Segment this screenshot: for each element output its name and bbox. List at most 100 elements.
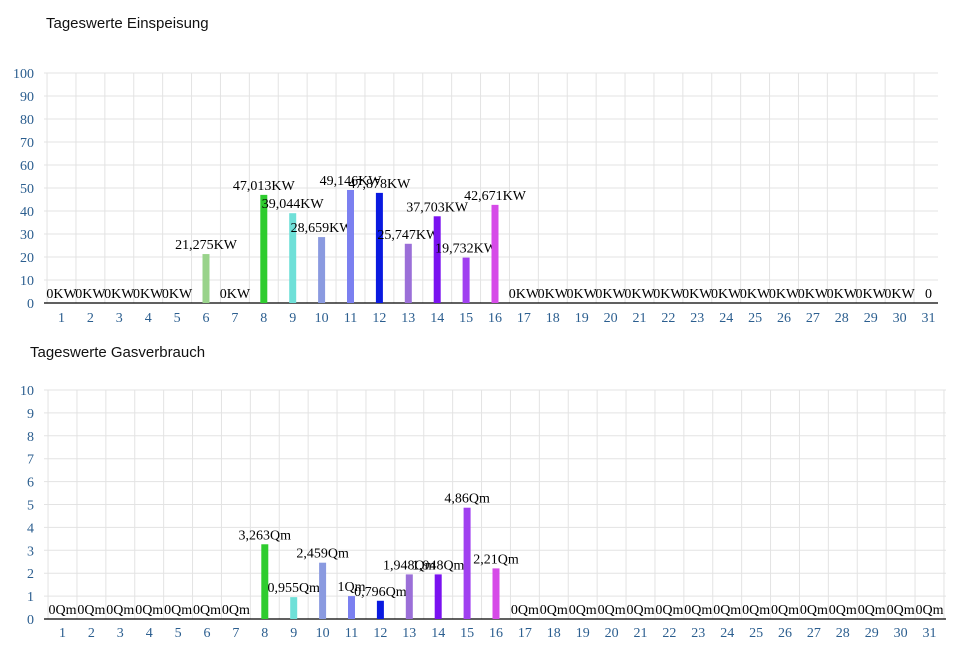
einspeisung-data-label: 25,747KW bbox=[377, 228, 440, 243]
gasverbrauch-y-tick-label: 3 bbox=[27, 544, 34, 559]
gasverbrauch-y-tick-label: 9 bbox=[27, 407, 34, 422]
einspeisung-data-label: 39,044KW bbox=[262, 197, 325, 212]
gasverbrauch-bar-day-12[interactable] bbox=[376, 600, 384, 619]
gasverbrauch-data-label: 0Qm bbox=[511, 603, 539, 618]
einspeisung-y-tick-label: 90 bbox=[20, 90, 34, 105]
einspeisung-data-label: 0KW bbox=[133, 287, 164, 302]
gasverbrauch-x-tick-label: 18 bbox=[547, 626, 561, 641]
einspeisung-x-tick-label: 22 bbox=[661, 311, 675, 326]
einspeisung-data-label: 0KW bbox=[740, 287, 771, 302]
einspeisung-x-tick-label: 17 bbox=[517, 311, 531, 326]
einspeisung-bar-day-12[interactable] bbox=[375, 192, 383, 303]
einspeisung-bar-day-10[interactable] bbox=[318, 237, 326, 303]
gasverbrauch-data-label: 0,796Qm bbox=[354, 585, 407, 600]
einspeisung-bar-day-8[interactable] bbox=[260, 194, 268, 303]
gasverbrauch-data-label: 0Qm bbox=[713, 603, 741, 618]
gasverbrauch-data-label: 0Qm bbox=[684, 603, 712, 618]
chart-einspeisung: 01020304050607080901000KW10KW20KW30KW40K… bbox=[13, 67, 938, 326]
einspeisung-data-label: 0KW bbox=[595, 287, 626, 302]
gasverbrauch-data-label: 0Qm bbox=[655, 603, 683, 618]
einspeisung-bar-day-6[interactable] bbox=[202, 254, 210, 303]
gasverbrauch-data-label: 0Qm bbox=[887, 603, 915, 618]
gasverbrauch-bar-day-14[interactable] bbox=[434, 574, 442, 619]
einspeisung-y-tick-label: 0 bbox=[27, 297, 34, 312]
gasverbrauch-data-label: 0Qm bbox=[193, 603, 221, 618]
einspeisung-bar-day-15[interactable] bbox=[462, 257, 470, 303]
einspeisung-x-tick-label: 26 bbox=[777, 311, 791, 326]
einspeisung-bar-day-14[interactable] bbox=[433, 216, 441, 303]
einspeisung-data-label: 0KW bbox=[682, 287, 713, 302]
gasverbrauch-x-tick-label: 6 bbox=[204, 626, 211, 641]
einspeisung-x-tick-label: 3 bbox=[116, 311, 123, 326]
gasverbrauch-x-tick-label: 26 bbox=[778, 626, 792, 641]
einspeisung-y-tick-label: 80 bbox=[20, 113, 34, 128]
einspeisung-x-tick-label: 29 bbox=[864, 311, 878, 326]
einspeisung-x-tick-label: 19 bbox=[575, 311, 589, 326]
gasverbrauch-bar-day-16[interactable] bbox=[492, 568, 500, 619]
einspeisung-y-tick-label: 60 bbox=[20, 159, 34, 174]
gasverbrauch-y-tick-label: 7 bbox=[27, 453, 34, 468]
gasverbrauch-x-tick-label: 4 bbox=[146, 626, 153, 641]
einspeisung-x-tick-label: 25 bbox=[748, 311, 762, 326]
gasverbrauch-y-tick-label: 1 bbox=[27, 590, 34, 605]
einspeisung-y-tick-label: 70 bbox=[20, 136, 34, 151]
gasverbrauch-bar-day-8[interactable] bbox=[261, 544, 269, 619]
gasverbrauch-x-tick-label: 28 bbox=[836, 626, 850, 641]
gasverbrauch-x-tick-label: 11 bbox=[345, 626, 358, 641]
gasverbrauch-bar-day-10[interactable] bbox=[319, 562, 327, 619]
gasverbrauch-x-tick-label: 15 bbox=[460, 626, 474, 641]
gasverbrauch-x-tick-label: 31 bbox=[923, 626, 937, 641]
gasverbrauch-data-label: 0Qm bbox=[77, 603, 105, 618]
gasverbrauch-data-label: 0Qm bbox=[222, 603, 250, 618]
gasverbrauch-x-tick-label: 27 bbox=[807, 626, 821, 641]
einspeisung-x-tick-label: 23 bbox=[690, 311, 704, 326]
einspeisung-x-tick-label: 2 bbox=[87, 311, 94, 326]
einspeisung-bar-day-9[interactable] bbox=[289, 213, 297, 303]
einspeisung-data-label: 0KW bbox=[827, 287, 858, 302]
gasverbrauch-bar-day-11[interactable] bbox=[348, 596, 355, 619]
einspeisung-data-label: 37,703KW bbox=[406, 200, 469, 215]
einspeisung-x-tick-label: 12 bbox=[372, 311, 386, 326]
gasverbrauch-x-tick-label: 20 bbox=[605, 626, 619, 641]
einspeisung-data-label: 0KW bbox=[856, 287, 887, 302]
einspeisung-data-label: 0KW bbox=[653, 287, 684, 302]
gasverbrauch-x-tick-label: 30 bbox=[894, 626, 908, 641]
einspeisung-x-tick-label: 28 bbox=[835, 311, 849, 326]
gasverbrauch-bar-day-15[interactable] bbox=[463, 507, 471, 619]
gasverbrauch-y-tick-label: 4 bbox=[27, 521, 34, 536]
gasverbrauch-x-tick-label: 25 bbox=[749, 626, 763, 641]
gasverbrauch-bar-day-9[interactable] bbox=[290, 597, 298, 619]
einspeisung-bar-day-13[interactable] bbox=[404, 243, 412, 303]
einspeisung-data-label: 19,732KW bbox=[435, 242, 498, 257]
einspeisung-x-tick-label: 1 bbox=[58, 311, 65, 326]
einspeisung-x-tick-label: 15 bbox=[459, 311, 473, 326]
gasverbrauch-data-label: 4,86Qm bbox=[444, 492, 490, 507]
gasverbrauch-x-tick-label: 21 bbox=[634, 626, 648, 641]
einspeisung-x-tick-label: 21 bbox=[633, 311, 647, 326]
einspeisung-data-label: 0KW bbox=[538, 287, 569, 302]
gasverbrauch-data-label: 0Qm bbox=[742, 603, 770, 618]
gasverbrauch-data-label: 0Qm bbox=[164, 603, 192, 618]
einspeisung-data-label: 49,146KW bbox=[320, 174, 383, 189]
einspeisung-data-label: 0KW bbox=[798, 287, 829, 302]
gasverbrauch-y-tick-label: 6 bbox=[27, 476, 34, 491]
gasverbrauch-data-label: 0Qm bbox=[800, 603, 828, 618]
gasverbrauch-data-label: 0,955Qm bbox=[267, 581, 320, 596]
gasverbrauch-data-label: 1,948Qm bbox=[383, 558, 436, 573]
einspeisung-bar-day-16[interactable] bbox=[491, 204, 499, 303]
einspeisung-data-label: 0KW bbox=[46, 287, 77, 302]
chart-title-gasverbrauch: Tageswerte Gasverbrauch bbox=[30, 344, 206, 361]
einspeisung-bar-day-11[interactable] bbox=[347, 189, 354, 303]
gasverbrauch-x-tick-label: 3 bbox=[117, 626, 124, 641]
einspeisung-data-label: 42,671KW bbox=[464, 189, 527, 204]
einspeisung-x-tick-label: 20 bbox=[604, 311, 618, 326]
gasverbrauch-x-tick-label: 24 bbox=[720, 626, 734, 641]
einspeisung-x-tick-label: 4 bbox=[145, 311, 152, 326]
gasverbrauch-bar-day-13[interactable] bbox=[405, 574, 413, 619]
einspeisung-data-label: 0KW bbox=[509, 287, 540, 302]
gasverbrauch-data-label: 1Qm bbox=[338, 580, 366, 595]
einspeisung-x-tick-label: 24 bbox=[719, 311, 733, 326]
einspeisung-data-label: 47,878KW bbox=[348, 177, 411, 192]
gasverbrauch-y-tick-label: 5 bbox=[27, 499, 34, 514]
einspeisung-x-tick-label: 27 bbox=[806, 311, 820, 326]
